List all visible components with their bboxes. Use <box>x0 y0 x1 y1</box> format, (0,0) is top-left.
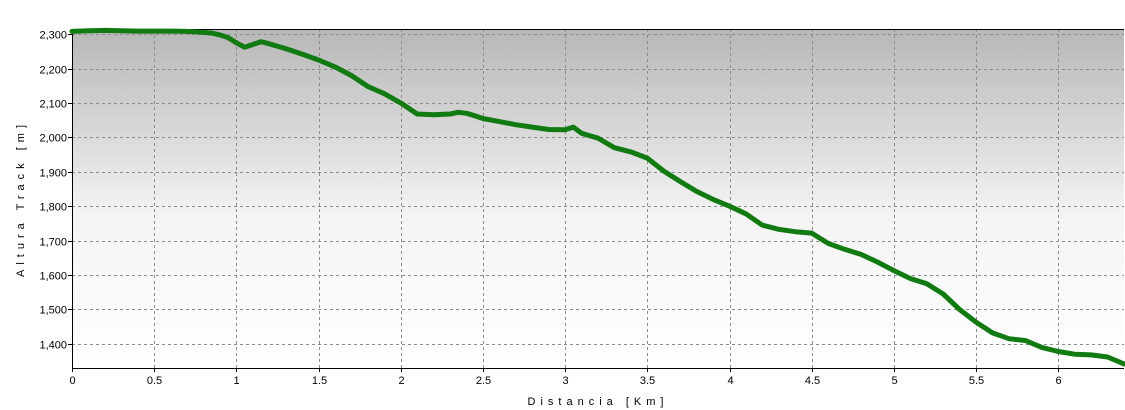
y-tick-label: 1,700 <box>39 237 67 249</box>
x-tick-label: 0 <box>69 375 75 387</box>
x-tick-label: 6 <box>1055 375 1061 387</box>
x-tick-label: 5 <box>891 375 897 387</box>
x-tick-label: 4 <box>727 375 733 387</box>
y-tick-label: 2,100 <box>39 99 67 111</box>
y-tick-label: 1,400 <box>39 340 67 352</box>
x-tick-label: 3 <box>562 375 568 387</box>
elevation-series-line <box>69 27 1125 367</box>
grid-layer <box>72 29 1124 368</box>
x-tick-label: 3.5 <box>640 375 655 387</box>
x-tick-label: 0.5 <box>147 375 162 387</box>
x-tick-label: 4.5 <box>805 375 820 387</box>
y-tick-label: 1,500 <box>39 305 67 317</box>
x-tick-label: 2 <box>398 375 404 387</box>
plot-background <box>72 29 1124 368</box>
x-tick-label: 5.5 <box>969 375 984 387</box>
y-tick-label: 2,200 <box>39 65 67 77</box>
y-axis-title: Altura Track [m] <box>15 120 27 277</box>
y-tick-label: 2,000 <box>39 133 67 145</box>
y-tick-label: 1,900 <box>39 168 67 180</box>
y-tick-label: 1,800 <box>39 202 67 214</box>
series-layer <box>69 27 1125 367</box>
x-axis-title: Distancia [Km] <box>528 396 669 408</box>
x-tick-label: 1 <box>233 375 239 387</box>
y-tick-label: 1,600 <box>39 271 67 283</box>
axis-layer <box>68 29 1124 372</box>
y-tick-label: 2,300 <box>39 30 67 42</box>
label-layer: 0 0.5 1 1.5 2 2.5 3 3.5 4 4.5 5 5.5 6 1,400 1,500 1,600… <box>39 30 1061 388</box>
x-tick-label: 2.5 <box>476 375 491 387</box>
x-tick-label: 1.5 <box>312 375 327 387</box>
